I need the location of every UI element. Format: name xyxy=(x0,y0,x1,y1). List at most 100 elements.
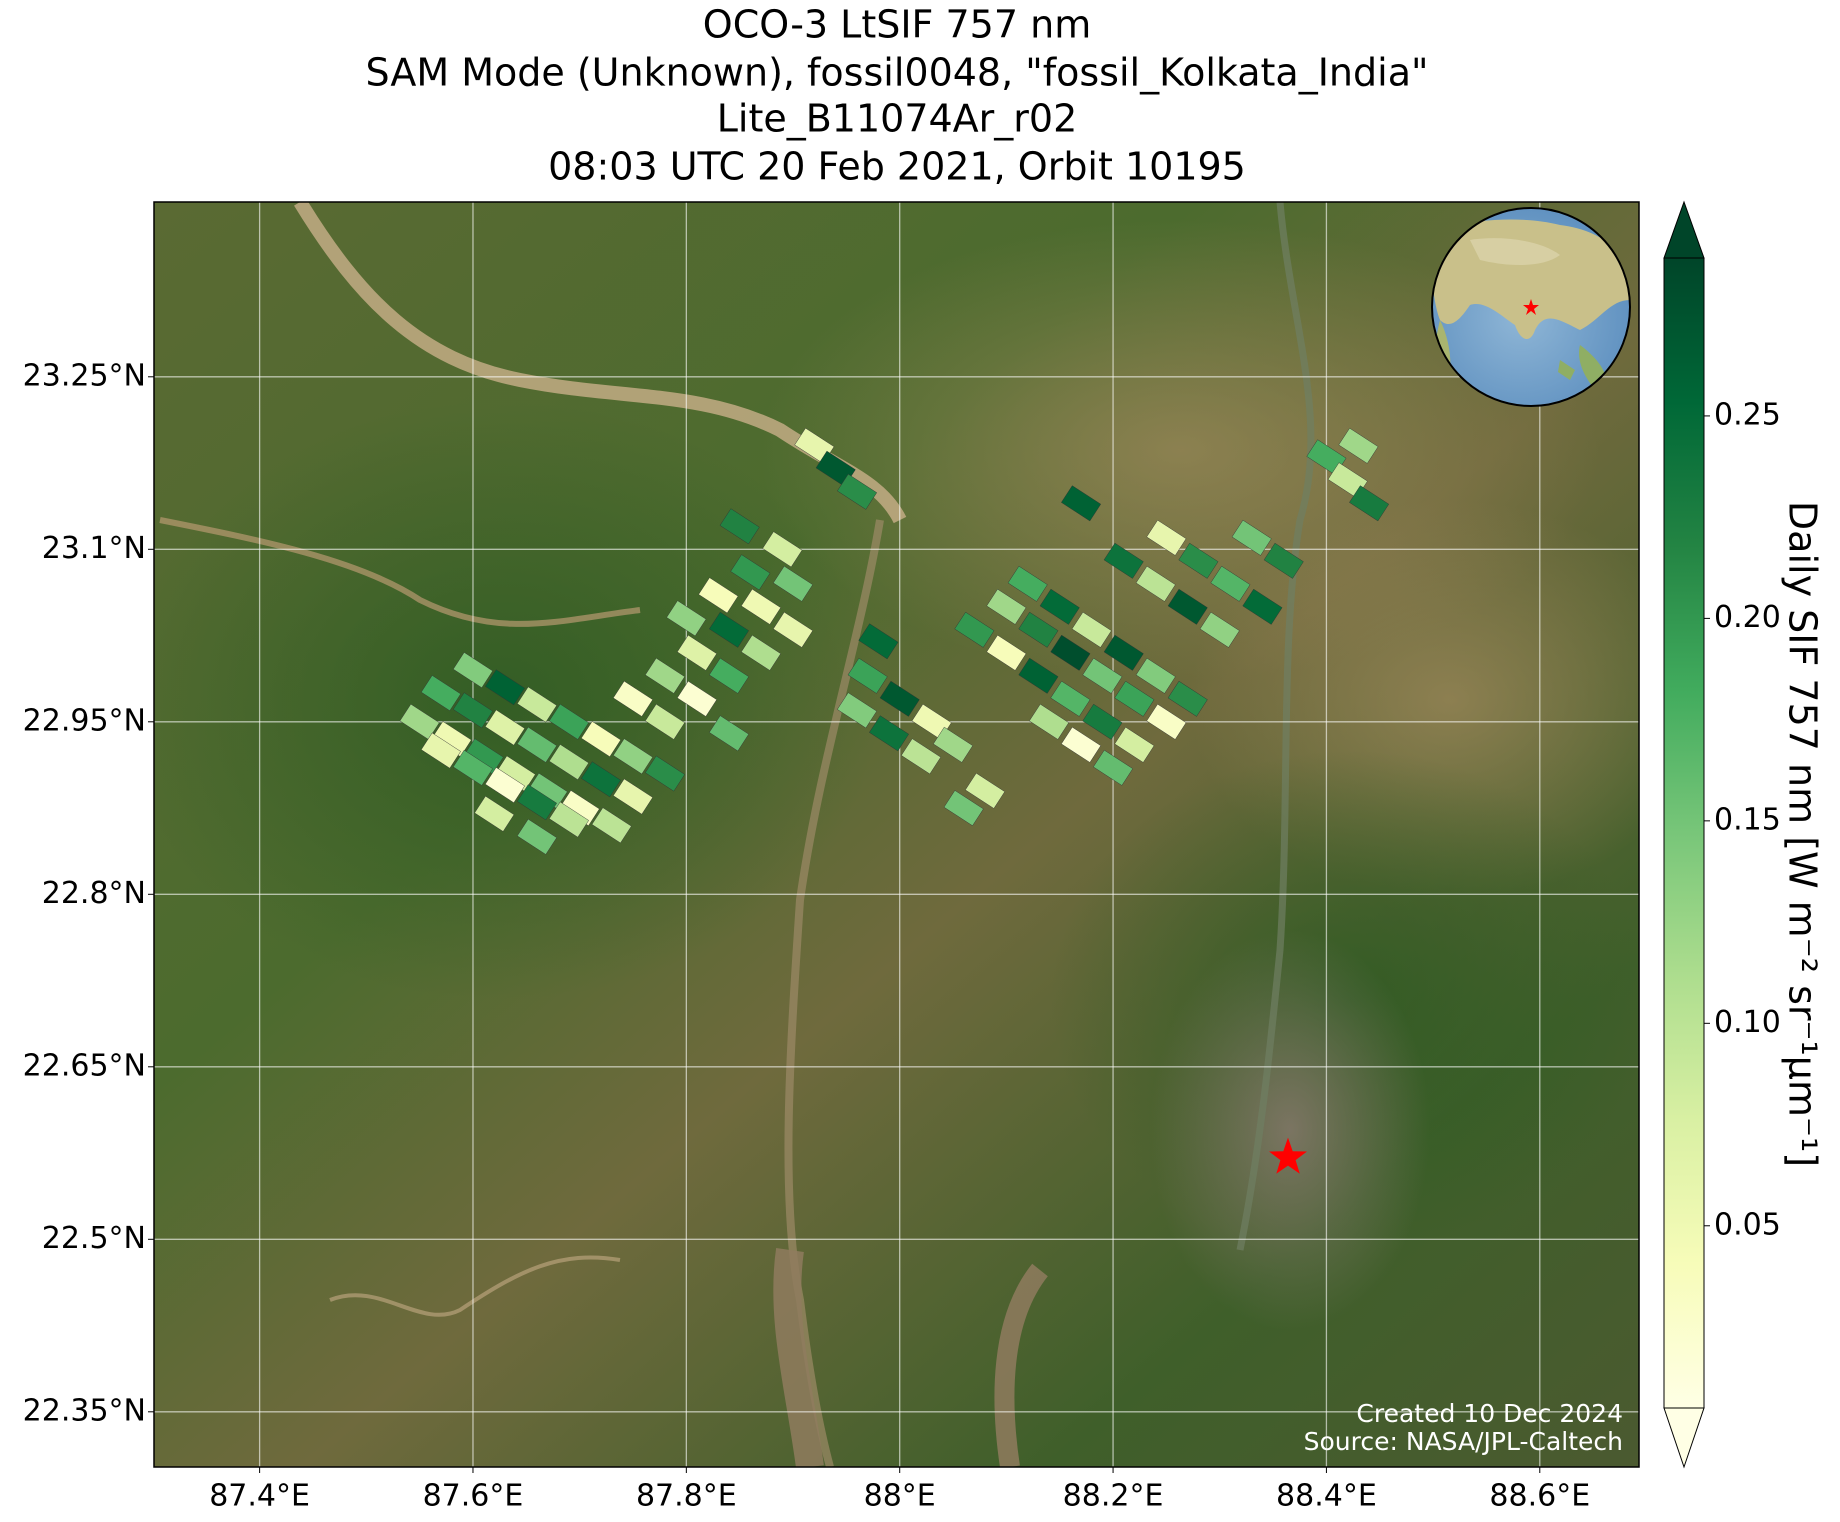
footprint xyxy=(517,818,557,855)
footprint xyxy=(613,738,653,775)
x-tick-label: 88.2°E xyxy=(1063,1479,1164,1514)
footprint xyxy=(1210,565,1251,602)
globe-inset xyxy=(1431,207,1631,407)
footprint xyxy=(869,715,910,752)
y-tick-label: 22.65°N xyxy=(23,1048,146,1083)
footprint xyxy=(773,611,813,648)
y-tick-label: 22.95°N xyxy=(23,703,146,738)
plot-frame xyxy=(153,201,1640,1468)
colorbar-tick-label: 0.25 xyxy=(1714,397,1781,432)
footprint xyxy=(420,675,461,711)
footprint xyxy=(1061,485,1102,522)
colorbar-tick-label: 0.20 xyxy=(1714,600,1781,635)
title-line: Lite_B11074Ar_r02 xyxy=(717,97,1078,141)
footprint xyxy=(1061,726,1102,763)
footprint xyxy=(1146,519,1187,556)
footprint xyxy=(1263,542,1304,579)
x-tick-label: 87.4°E xyxy=(209,1479,310,1514)
footprint xyxy=(698,577,739,614)
footprint xyxy=(549,703,589,740)
footprint xyxy=(645,755,685,792)
title-block: OCO-3 LtSIF 757 nm SAM Mode (Unknown), f… xyxy=(366,3,1429,189)
colorbar: 0.05 0.10 0.15 0.20 0.25 xyxy=(1663,200,1781,1469)
footprint xyxy=(1082,703,1123,740)
footprint xyxy=(1146,703,1187,740)
footprint xyxy=(677,634,717,671)
footprint xyxy=(773,565,813,602)
footprint xyxy=(709,657,749,694)
footprint xyxy=(452,652,493,688)
footprint xyxy=(730,554,771,591)
footprint xyxy=(399,703,440,740)
footprint xyxy=(933,726,974,763)
footprint xyxy=(645,657,685,694)
y-tick-label: 23.1°N xyxy=(42,531,146,566)
footprint xyxy=(1071,611,1112,648)
colorbar-tick-label: 0.10 xyxy=(1714,1005,1781,1040)
grid xyxy=(154,202,1639,1467)
title-line: SAM Mode (Unknown), fossil0048, "fossil_… xyxy=(366,51,1429,95)
footprint xyxy=(645,703,685,740)
footprint xyxy=(1199,611,1240,648)
footprint xyxy=(709,715,749,752)
colorbar-tick-label: 0.15 xyxy=(1714,802,1781,837)
annotation: Source: NASA/JPL-Caltech xyxy=(1304,1427,1623,1456)
y-tick-label: 22.35°N xyxy=(23,1393,146,1428)
footprint xyxy=(858,623,899,660)
footprint xyxy=(837,692,878,729)
footprint xyxy=(1007,565,1048,602)
footprint xyxy=(986,634,1027,671)
footprint xyxy=(1231,519,1272,556)
footprint xyxy=(1242,588,1283,625)
footprint xyxy=(1135,657,1176,694)
footprint xyxy=(1029,703,1070,740)
x-tick-label: 87.8°E xyxy=(636,1479,737,1514)
footprint xyxy=(943,790,984,826)
footprint xyxy=(741,588,781,625)
colorbar-extend-min xyxy=(1663,1407,1705,1469)
footprint xyxy=(517,784,557,821)
footprint xyxy=(1050,634,1091,671)
x-tick-label: 88°E xyxy=(864,1479,936,1514)
footprint xyxy=(666,600,707,637)
footprint xyxy=(1349,485,1390,522)
annotation: Created 10 Dec 2024 xyxy=(1356,1399,1623,1428)
footprint xyxy=(581,761,621,798)
footprint xyxy=(719,508,760,545)
footprint xyxy=(613,778,653,815)
footprint xyxy=(677,680,717,717)
footprint xyxy=(1167,588,1208,625)
footprint xyxy=(591,807,632,844)
footprint xyxy=(1178,542,1219,579)
footprint xyxy=(709,611,749,648)
footprint xyxy=(420,732,461,769)
colorbar-extend-max xyxy=(1663,200,1705,259)
colorbar-label: Daily SIF 757 nm [W m⁻² sr⁻¹μm⁻¹] xyxy=(1781,501,1825,1167)
footprint xyxy=(965,772,1006,809)
footprint xyxy=(517,726,557,763)
footprint xyxy=(1093,749,1134,786)
footprint xyxy=(1338,427,1379,464)
footprint xyxy=(452,692,493,729)
footprint xyxy=(581,721,621,757)
y-tick-label: 23.25°N xyxy=(23,358,146,393)
y-tick-label: 22.5°N xyxy=(42,1221,146,1256)
colorbar-tick-label: 0.05 xyxy=(1714,1207,1781,1242)
footprints xyxy=(399,427,1390,855)
footprint xyxy=(1135,565,1176,602)
footprint xyxy=(762,531,803,568)
footprint xyxy=(954,611,995,648)
basemap xyxy=(154,202,1639,1467)
footprint xyxy=(452,749,493,786)
footprint xyxy=(1018,611,1059,648)
footprint xyxy=(741,634,781,671)
footprint xyxy=(1103,542,1144,579)
footprint xyxy=(1114,680,1155,717)
footprint xyxy=(485,709,525,746)
footprint xyxy=(1039,588,1080,625)
footprint xyxy=(986,588,1027,625)
footprint xyxy=(837,473,878,510)
footprint xyxy=(1114,726,1155,763)
x-tick-label: 87.6°E xyxy=(423,1479,524,1514)
